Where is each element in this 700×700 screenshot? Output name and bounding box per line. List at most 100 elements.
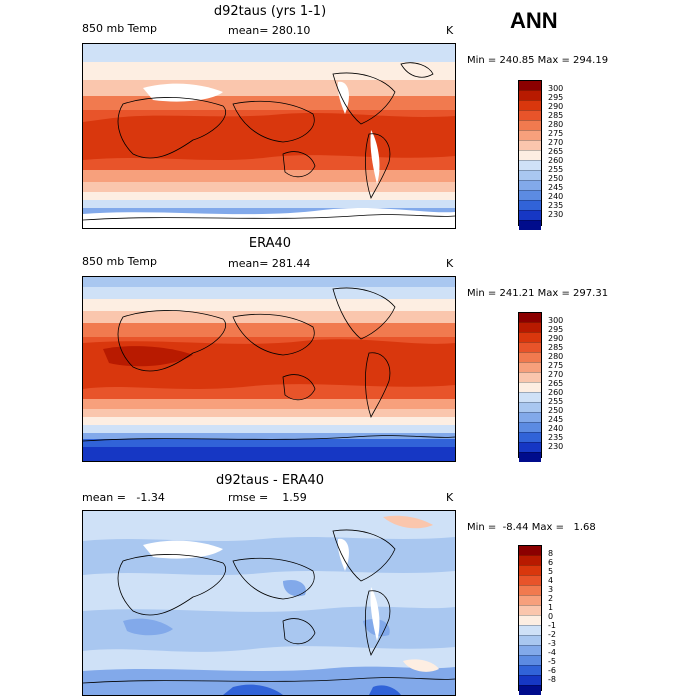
colorbar-swatch	[519, 665, 541, 675]
panel-1-mean-label: mean= 280.10	[228, 24, 311, 37]
panel-3-mean-label: mean = -1.34	[82, 491, 165, 504]
colorbar-swatch	[519, 140, 541, 150]
colorbar-tick-label: 290	[548, 102, 564, 111]
colorbar-tick-label: 255	[548, 397, 564, 406]
panel-2-colorbar-ticks: 300 295 290 285 280 275 270 265 260 255 250 245 240 2…	[548, 316, 563, 451]
colorbar-tick-label: 280	[548, 120, 564, 129]
colorbar-swatch	[519, 546, 541, 555]
colorbar-tick-label: 1	[548, 603, 554, 612]
colorbar-swatch	[519, 422, 541, 432]
colorbar-tick-label: -4	[548, 648, 556, 657]
colorbar-tick-label: 4	[548, 576, 554, 585]
colorbar-swatch	[519, 402, 541, 412]
colorbar-tick-label: 275	[548, 361, 564, 370]
colorbar-swatch	[519, 332, 541, 342]
colorbar-swatch	[519, 90, 541, 100]
colorbar-swatch	[519, 412, 541, 422]
colorbar-tick-label: 260	[548, 156, 564, 165]
colorbar-tick-label: 250	[548, 174, 564, 183]
panel-1-map-svg	[82, 44, 456, 228]
panel-1-map	[82, 43, 456, 229]
colorbar-swatch	[519, 342, 541, 352]
colorbar-tick-label: -1	[548, 621, 556, 630]
colorbar-swatch	[519, 392, 541, 402]
season-label: ANN	[510, 8, 558, 33]
colorbar-tick-label: 295	[548, 325, 564, 334]
colorbar-tick-label: 3	[548, 585, 554, 594]
colorbar-swatch	[519, 313, 541, 322]
panel-3-minmax: Min = -8.44 Max = 1.68	[467, 522, 596, 533]
colorbar-swatch	[519, 160, 541, 170]
colorbar-swatch	[519, 110, 541, 120]
colorbar-tick-label: 235	[548, 433, 564, 442]
colorbar-tick-label: 295	[548, 93, 564, 102]
panel-3-title: d92taus - ERA40	[216, 473, 324, 488]
panel-2-colorbar	[518, 312, 542, 462]
panel-1-title: d92taus (yrs 1-1)	[213, 4, 327, 19]
colorbar-swatch	[519, 555, 541, 565]
panel-2-minmax: Min = 241.21 Max = 297.31	[467, 288, 609, 299]
colorbar-tick-label: 285	[548, 111, 564, 120]
colorbar-tick-label: 2	[548, 594, 554, 603]
colorbar-tick-label: 245	[548, 183, 564, 192]
panel-1-colorbar	[518, 80, 542, 230]
colorbar-tick-label: 8	[548, 549, 554, 558]
colorbar-swatch	[519, 605, 541, 615]
colorbar-swatch	[519, 625, 541, 635]
panel-1-variable-label: 850 mb Temp	[82, 22, 158, 35]
panel-3-colorbar-ticks: 8 6 5 4 3 2 1 0 -1 -2 -3 -4 -5 -6 -8	[548, 549, 556, 684]
colorbar-swatch	[519, 352, 541, 362]
colorbar-swatch	[519, 575, 541, 585]
panel-3-map	[82, 510, 456, 696]
colorbar-tick-label: -6	[548, 666, 556, 675]
colorbar-tick-label: 0	[548, 612, 554, 621]
colorbar-swatch	[519, 170, 541, 180]
panel-1-units-label: K	[446, 24, 454, 37]
colorbar-swatch	[519, 150, 541, 160]
colorbar-swatch	[519, 595, 541, 605]
panel-2-variable-label: 850 mb Temp	[82, 255, 158, 268]
panel-2-mean-label: mean= 281.44	[228, 257, 311, 270]
colorbar-swatch	[519, 655, 541, 665]
colorbar-tick-label: -2	[548, 630, 556, 639]
colorbar-swatch	[519, 615, 541, 625]
panel-2-units-label: K	[446, 257, 454, 270]
colorbar-swatch	[519, 452, 541, 462]
colorbar-tick-label: -3	[548, 639, 556, 648]
panel-2-map	[82, 276, 456, 462]
colorbar-swatch	[519, 100, 541, 110]
colorbar-tick-label: 280	[548, 352, 564, 361]
colorbar-swatch	[519, 81, 541, 90]
colorbar-tick-label: 250	[548, 406, 564, 415]
panel-1-colorbar-ticks: 300 295 290 285 280 275 270 265 260 255 250 245 240 2…	[548, 84, 563, 219]
colorbar-tick-label: -8	[548, 675, 556, 684]
colorbar-tick-label: 270	[548, 370, 564, 379]
colorbar-swatch	[519, 120, 541, 130]
colorbar-tick-label: 270	[548, 138, 564, 147]
colorbar-swatch	[519, 220, 541, 230]
colorbar-swatch	[519, 322, 541, 332]
colorbar-swatch	[519, 382, 541, 392]
colorbar-swatch	[519, 210, 541, 220]
colorbar-tick-label: 260	[548, 388, 564, 397]
colorbar-tick-label: 240	[548, 192, 564, 201]
colorbar-swatch	[519, 200, 541, 210]
colorbar-swatch	[519, 372, 541, 382]
colorbar-tick-label: 240	[548, 424, 564, 433]
colorbar-swatch	[519, 442, 541, 452]
colorbar-tick-label: 5	[548, 567, 554, 576]
colorbar-swatch	[519, 432, 541, 442]
panel-2-map-svg	[82, 277, 456, 461]
colorbar-swatch	[519, 685, 541, 695]
colorbar-tick-label: 300	[548, 84, 564, 93]
panel-3-colorbar	[518, 545, 542, 695]
colorbar-swatch	[519, 190, 541, 200]
panel-2-title: ERA40	[248, 236, 292, 251]
colorbar-swatch	[519, 645, 541, 655]
panel-3-units-label: K	[446, 491, 454, 504]
colorbar-swatch	[519, 585, 541, 595]
colorbar-swatch	[519, 130, 541, 140]
panel-3-rmse-label: rmse = 1.59	[228, 491, 307, 504]
colorbar-tick-label: 235	[548, 201, 564, 210]
colorbar-tick-label: 230	[548, 210, 564, 219]
